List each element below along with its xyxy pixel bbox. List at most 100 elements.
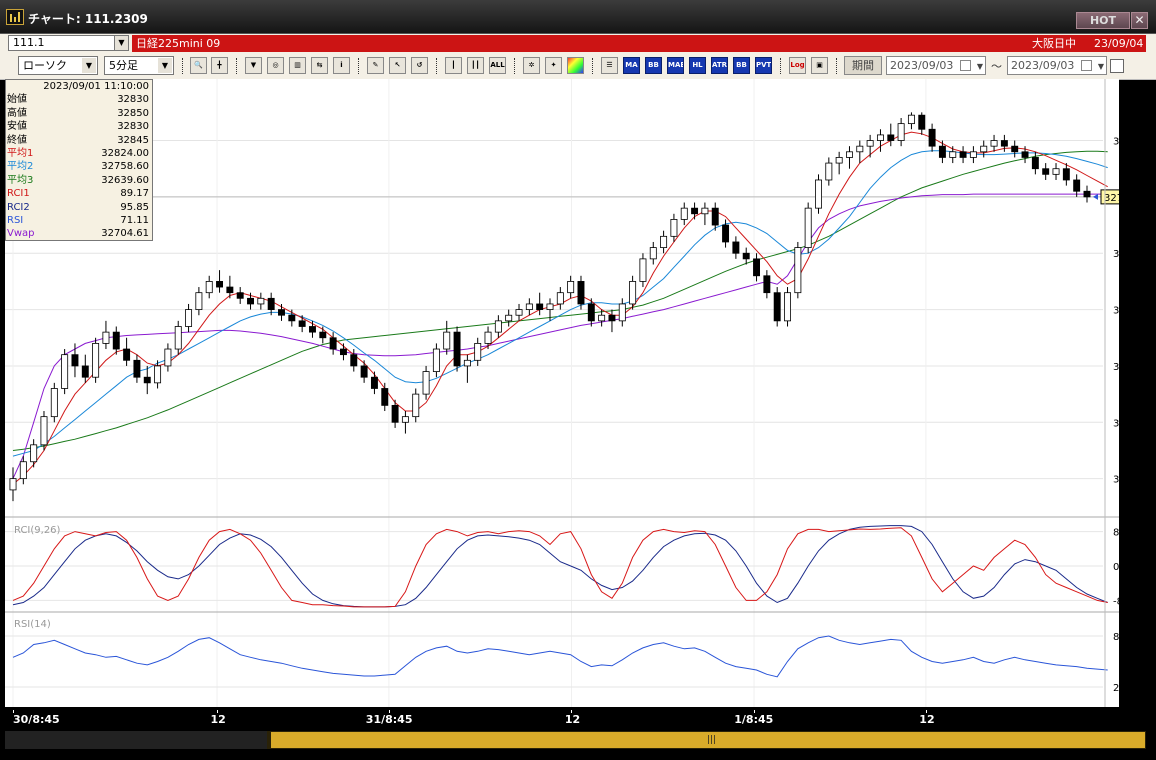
- rci-tick-label: 0.00: [1113, 562, 1119, 573]
- candle-body: [670, 219, 678, 237]
- date-to-input[interactable]: 2023/09/03 ▼: [1007, 56, 1107, 75]
- info-label: 高値: [7, 107, 27, 119]
- candle-body: [1052, 168, 1060, 175]
- candle-body: [71, 354, 79, 367]
- candle-pair-icon[interactable]: ┃┃: [467, 57, 484, 74]
- candle-body: [102, 331, 110, 344]
- bbca-button[interactable]: BB CA: [733, 57, 750, 74]
- settings-icon[interactable]: ✲: [523, 57, 540, 74]
- scroll-down-icon[interactable]: ▼: [245, 57, 262, 74]
- chevron-down-icon[interactable]: ▼: [976, 62, 983, 71]
- info-label: 始値: [7, 94, 27, 106]
- candle-body: [680, 207, 688, 220]
- candle-body: [19, 461, 27, 480]
- market-info: 大阪日中 23/09/04: [1010, 35, 1146, 52]
- pvt-button[interactable]: PVT: [755, 57, 772, 74]
- candle-body: [598, 314, 606, 322]
- candle-body: [1021, 151, 1029, 158]
- candle-body: [463, 359, 471, 367]
- close-icon[interactable]: ✕: [1131, 12, 1148, 29]
- candle-icon[interactable]: ┃: [445, 57, 462, 74]
- candle-body: [876, 134, 884, 141]
- time-tick-label: 12: [210, 713, 226, 726]
- price-tick-label: 32600: [1113, 249, 1119, 260]
- bar-chart-icon[interactable]: ▥: [289, 57, 306, 74]
- symbol-code-input[interactable]: 111.1: [8, 35, 122, 51]
- candle-body: [701, 207, 709, 215]
- chart-type-select[interactable]: ローソク ▼: [18, 56, 98, 75]
- candle-body: [339, 348, 347, 356]
- info-row: RCI2 95.85: [6, 201, 152, 214]
- scrollbar-thumb[interactable]: |||: [271, 732, 1145, 748]
- candle-body: [866, 140, 874, 147]
- magnify-icon[interactable]: ◎: [267, 57, 284, 74]
- candle-body: [298, 320, 306, 327]
- window-icon[interactable]: ▣: [811, 57, 828, 74]
- candle-body: [205, 281, 213, 294]
- undo-icon[interactable]: ↺: [411, 57, 428, 74]
- period-checkbox[interactable]: [1110, 59, 1124, 73]
- calendar-icon[interactable]: [960, 60, 971, 71]
- candle-body: [40, 416, 48, 446]
- date-from-input[interactable]: 2023/09/03 ▼: [886, 56, 986, 75]
- info-label: RCI1: [7, 188, 30, 200]
- time-tick-label: 12: [919, 713, 935, 726]
- grip-icon: |||: [707, 735, 717, 745]
- list-icon[interactable]: ☰: [601, 57, 618, 74]
- candle-body: [133, 359, 141, 378]
- bb-button[interactable]: BB: [645, 57, 662, 74]
- candle-body: [660, 235, 668, 249]
- zoom-icon[interactable]: 🔍: [190, 57, 207, 74]
- vwap-line: [12, 193, 1108, 479]
- time-tick-label: 12: [564, 713, 581, 726]
- candle-body: [732, 241, 740, 254]
- all-icon[interactable]: ALL: [489, 57, 506, 74]
- info-value: 32850: [117, 107, 149, 119]
- candle-body: [370, 376, 378, 389]
- palette-icon[interactable]: [567, 57, 584, 74]
- atr-button[interactable]: ATR: [711, 57, 728, 74]
- candle-body: [949, 151, 957, 158]
- info-icon[interactable]: i: [333, 57, 350, 74]
- crosshair-icon[interactable]: ╋: [211, 57, 228, 74]
- candle-body: [195, 292, 203, 310]
- candle-body: [649, 247, 657, 260]
- chart-area[interactable]: 3220032300324003250032600327003280032700…: [5, 79, 1119, 710]
- price-tick-label: 32800: [1113, 137, 1119, 148]
- candle-body: [969, 151, 977, 158]
- log-button[interactable]: Log: [789, 57, 806, 74]
- interval-select[interactable]: 5分足 ▼: [104, 56, 174, 75]
- candle-body: [567, 281, 575, 294]
- compare-icon[interactable]: ⇆: [311, 57, 328, 74]
- candle-body: [288, 314, 296, 322]
- chart-type-value: ローソク: [23, 59, 67, 72]
- scrollbar-track[interactable]: [5, 731, 267, 749]
- candle-body: [1042, 168, 1050, 175]
- cursor-icon[interactable]: ↖: [389, 57, 406, 74]
- symbol-bar: 111.1 ▼ 日経225mini 09 大阪日中 23/09/04: [0, 34, 1156, 53]
- rci1-line: [12, 527, 1108, 608]
- toolbar: ローソク ▼ 5分足 ▼ 🔍 ╋ ▼ ◎ ▥ ⇆ i ✎ ↖ ↺ ┃ ┃┃ ALL …: [0, 53, 1156, 80]
- candle-body: [81, 365, 89, 378]
- hl-button[interactable]: HL: [689, 57, 706, 74]
- ma-button[interactable]: MA: [623, 57, 640, 74]
- hot-button[interactable]: HOT: [1076, 12, 1130, 29]
- symbol-dropdown-icon[interactable]: ▼: [114, 35, 129, 51]
- info-value: 32830: [117, 94, 149, 106]
- ma3-line: [12, 150, 1108, 451]
- info-value: 95.85: [120, 201, 149, 213]
- period-button[interactable]: 期間: [844, 56, 882, 75]
- calendar-icon[interactable]: [1081, 60, 1092, 71]
- rci2-line: [12, 525, 1108, 608]
- wrench-icon[interactable]: ✦: [545, 57, 562, 74]
- candle-body: [278, 309, 285, 316]
- info-row: 終値 32845: [6, 134, 152, 147]
- candle-body: [226, 286, 234, 294]
- chart-scrollbar[interactable]: |||: [5, 731, 1146, 749]
- pen-icon[interactable]: ✎: [367, 57, 384, 74]
- chevron-down-icon[interactable]: ▼: [1097, 62, 1104, 71]
- rci-panel-label: RCI(9,26): [14, 525, 61, 536]
- candle-body: [753, 258, 761, 277]
- chart-app-icon: [6, 9, 24, 25]
- mae-button[interactable]: MAE: [667, 57, 684, 74]
